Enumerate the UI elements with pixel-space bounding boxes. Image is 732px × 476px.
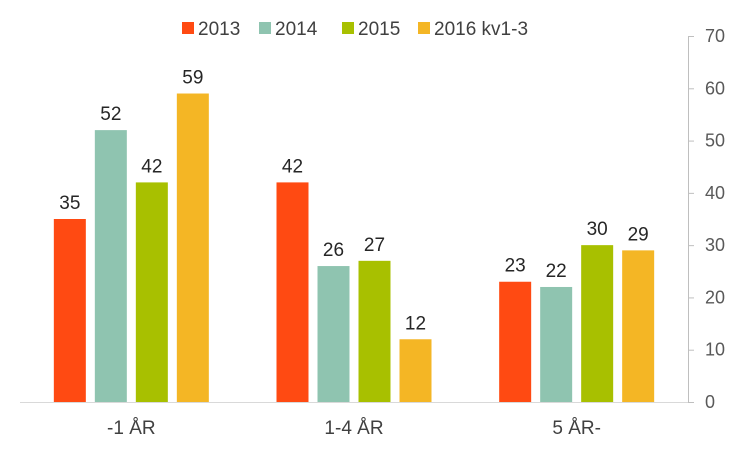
legend: 2013 2014 2015 2016 kv1-3 (182, 19, 528, 40)
bar-2016-kv1-3-5-r (622, 250, 655, 402)
legend-swatch-2015 (342, 22, 354, 34)
bar-2016-kv1-3-1-r (176, 93, 209, 402)
bar-2013-1-r (53, 219, 86, 402)
data-label-2014-1-4-r: 26 (323, 240, 344, 261)
bar-2013-1-4-r (276, 182, 309, 402)
data-label-2016-kv1-3-1-4-r: 12 (405, 313, 426, 334)
x-tick-label-1-4-r: 1-4 ÅR (324, 418, 383, 439)
y-tick-label-10: 10 (705, 340, 725, 360)
data-label-2013-5-r: 23 (505, 256, 526, 277)
y-tick-label-30: 30 (705, 235, 725, 255)
bar-2013-5-r (499, 281, 532, 402)
data-label-2016-kv1-3-1-r: 59 (182, 68, 203, 89)
data-label-2014-5-r: 22 (546, 261, 567, 282)
legend-label-2013: 2013 (198, 19, 240, 40)
data-label-2015-1-4-r: 27 (364, 235, 385, 256)
data-label-2013-1-4-r: 42 (282, 156, 303, 177)
legend-label-2014: 2014 (275, 19, 318, 40)
legend-label-2016-kv1-3: 2016 kv1-3 (434, 19, 528, 40)
bar-2015-1-r (135, 182, 168, 402)
bar-2016-kv1-3-1-4-r (399, 339, 432, 402)
x-tick-label-5-r: 5 ÅR- (552, 418, 601, 439)
x-axis: -1 ÅR 1-4 ÅR 5 ÅR- (20, 402, 688, 439)
bar-2015-5-r (581, 245, 614, 402)
data-label-2016-kv1-3-5-r: 29 (628, 224, 649, 245)
y-axis: 0 10 20 30 40 50 60 70 (688, 26, 725, 412)
legend-swatch-2013 (182, 22, 194, 34)
x-tick-label-1-r: -1 ÅR (107, 418, 156, 439)
data-label-2013-1-r: 35 (59, 193, 80, 214)
y-tick-label-50: 50 (705, 131, 725, 151)
bar-2014-5-r (540, 286, 573, 402)
data-label-2015-1-r: 42 (141, 156, 162, 177)
legend-swatch-2014 (259, 22, 271, 34)
y-tick-label-60: 60 (705, 78, 725, 98)
bar-2014-1-4-r (317, 266, 350, 402)
bars (53, 93, 655, 402)
data-label-2015-5-r: 30 (587, 219, 608, 240)
bar-2015-1-4-r (358, 260, 391, 402)
legend-swatch-2016-kv1-3 (418, 22, 430, 34)
y-tick-label-0: 0 (705, 392, 715, 412)
y-tick-label-20: 20 (705, 287, 725, 307)
legend-label-2015: 2015 (358, 19, 400, 40)
value-labels: 35 52 42 59 42 26 27 12 23 22 30 29 (59, 68, 648, 335)
y-tick-label-70: 70 (705, 26, 725, 46)
data-label-2014-1-r: 52 (100, 104, 121, 125)
y-tick-label-40: 40 (705, 183, 725, 203)
bar-2014-1-r (94, 130, 127, 402)
